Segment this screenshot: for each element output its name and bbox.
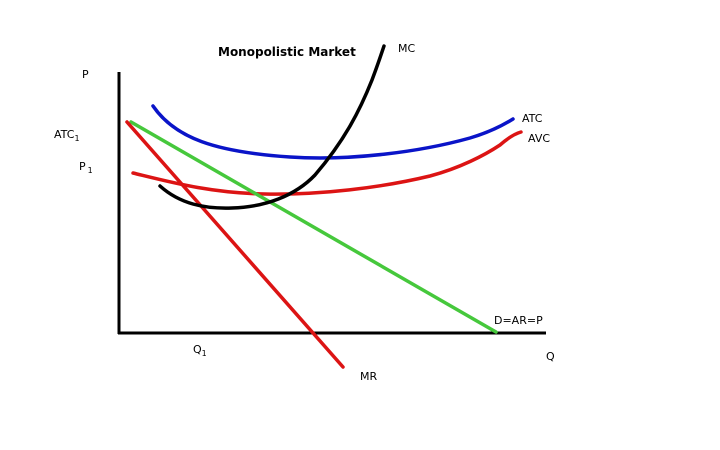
avc-curve-label: AVC xyxy=(528,132,550,145)
mc-curve-label: MC xyxy=(398,42,415,55)
diagram-title: Monopolistic Market xyxy=(218,45,356,59)
q1-label: Q1 xyxy=(193,343,207,358)
atc-curve-label: ATC xyxy=(522,112,543,125)
x-axis-label: Q xyxy=(546,350,555,363)
demand-curve-label: D=AR=P xyxy=(494,314,543,327)
mr-curve xyxy=(125,120,345,369)
atc-curve xyxy=(151,104,515,160)
atc1-label: ATC1 xyxy=(54,128,80,143)
avc-curve xyxy=(131,130,523,196)
mc-curve xyxy=(158,44,386,210)
mr-curve-label: MR xyxy=(360,370,377,383)
demand-curve xyxy=(129,120,498,334)
y-axis-label: P xyxy=(82,68,89,81)
